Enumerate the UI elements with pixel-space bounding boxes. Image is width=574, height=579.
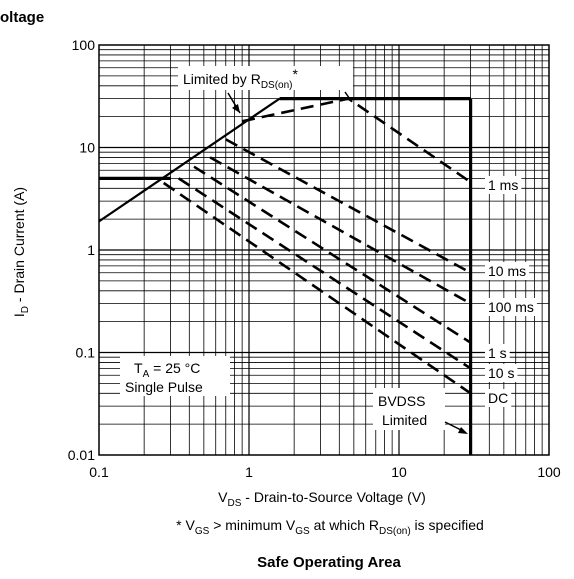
series-line-10s bbox=[177, 177, 472, 370]
rds-label-box bbox=[178, 66, 353, 90]
bvdss-pointer-arrow bbox=[458, 427, 468, 434]
y-tick-label: 100 bbox=[72, 37, 96, 53]
rds-limit-label: Limited by RDS(on)* bbox=[183, 66, 299, 91]
series-label-1s: 1 s bbox=[488, 345, 507, 361]
grid bbox=[99, 45, 549, 455]
ta-box bbox=[120, 356, 230, 396]
x-tick-label: 0.1 bbox=[89, 464, 109, 480]
x-tick-label: 1 bbox=[245, 464, 253, 480]
rds-pointer-arrow bbox=[232, 104, 240, 113]
series-label-1ms: 1 ms bbox=[488, 177, 518, 193]
y-axis-label: ID - Drain Current (A) bbox=[11, 187, 31, 317]
series-line-1ms bbox=[241, 97, 472, 184]
series-label-100ms: 100 ms bbox=[488, 299, 534, 315]
x-axis-label: VDS - Drain-to-Source Voltage (V) bbox=[218, 489, 426, 509]
bvdss-label-1: BVDSS bbox=[378, 393, 425, 409]
y-tick-label: 0.1 bbox=[76, 345, 96, 361]
footnote: * VGS > minimum VGS at which RDS(on) is … bbox=[176, 517, 484, 537]
bvdss-label-2: Limited bbox=[382, 412, 427, 428]
y-tick-label: 10 bbox=[79, 140, 95, 156]
header-fragment: oltage bbox=[0, 9, 44, 26]
plot-frame bbox=[98, 44, 550, 456]
rds-pointer-line-2 bbox=[344, 91, 353, 103]
series-label-10ms: 10 ms bbox=[488, 263, 526, 279]
chart-title: Safe Operating Area bbox=[257, 554, 401, 571]
series-label-box-1s bbox=[485, 344, 510, 362]
x-tick-label: 10 bbox=[391, 464, 407, 480]
single-pulse-label: Single Pulse bbox=[125, 379, 203, 395]
y-tick-label: 0.01 bbox=[68, 447, 95, 463]
series-label-dc: DC bbox=[488, 390, 508, 406]
series-label-10s: 10 s bbox=[488, 365, 514, 381]
series-line-1s bbox=[193, 165, 472, 344]
series-line-100ms bbox=[209, 156, 472, 305]
series-label-box-100ms bbox=[485, 298, 537, 316]
series-label-box-10ms bbox=[485, 262, 530, 280]
series-line-10ms bbox=[225, 138, 472, 274]
series-label-box-10s bbox=[485, 364, 518, 382]
y-tick-label: 1 bbox=[87, 242, 95, 258]
series-label-box-1ms bbox=[485, 176, 522, 194]
bvdss-box bbox=[373, 388, 445, 430]
series-label-box-dc bbox=[485, 389, 512, 407]
ta-label: TA = 25 °C bbox=[134, 360, 200, 380]
series-layer bbox=[98, 96, 473, 455]
x-tick-label: 100 bbox=[537, 464, 561, 480]
series-line-dc bbox=[162, 181, 472, 395]
